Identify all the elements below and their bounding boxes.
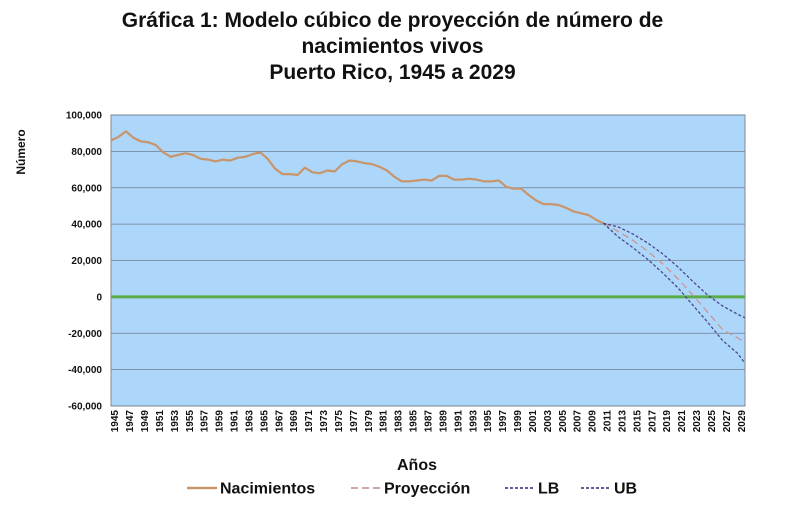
- series-line-lb: [602, 222, 746, 364]
- x-tick-label: 1957: [200, 410, 211, 433]
- y-tick-label: 100,000: [66, 111, 103, 122]
- x-tick-label: 2025: [707, 410, 718, 433]
- x-tick-label: 2003: [543, 410, 554, 433]
- y-tick-label: 40,000: [71, 220, 102, 231]
- x-tick-label: 1981: [379, 410, 390, 433]
- x-tick-label: 2001: [528, 410, 539, 433]
- x-tick-label: 1999: [513, 410, 524, 433]
- x-tick-label: 1967: [274, 410, 285, 433]
- x-tick-label: 1955: [185, 410, 196, 433]
- chart-title-line-3: Puerto Rico, 1945 a 2029: [269, 61, 516, 84]
- legend-label-proyección: Proyección: [384, 481, 470, 498]
- x-tick-label: 1961: [230, 410, 241, 433]
- x-tick-label: 2029: [737, 410, 748, 433]
- x-tick-label: 1953: [170, 410, 181, 433]
- x-tick-label: 2013: [617, 410, 628, 433]
- x-tick-label: 1965: [259, 410, 270, 433]
- x-tick-label: 1971: [304, 410, 315, 433]
- gridlines: [111, 114, 745, 407]
- y-tick-label: 0: [96, 292, 102, 303]
- y-tick-label: 80,000: [71, 147, 102, 158]
- x-tick-label: 1991: [453, 410, 464, 433]
- y-tick-label: -40,000: [68, 365, 102, 376]
- x-tick-label: 1977: [349, 410, 360, 433]
- y-tick-label: -60,000: [68, 402, 102, 413]
- legend: Nacimientos Proyección LB UB: [187, 481, 637, 498]
- x-tick-label: 2011: [603, 410, 614, 432]
- x-tick-label: 2017: [647, 410, 658, 433]
- x-tick-label: 1947: [125, 410, 136, 433]
- x-tick-label: 2021: [677, 410, 688, 433]
- x-tick-label: 1983: [394, 410, 405, 433]
- x-tick-label: 1987: [424, 410, 435, 433]
- y-tick-label: 60,000: [71, 183, 102, 194]
- x-tick-label: 1979: [364, 410, 375, 433]
- x-tick-label: 1995: [483, 410, 494, 433]
- y-axis-ticks: -60,000 -40,000 -20,000 0 20,000 40,000 60,000…: [66, 111, 103, 413]
- y-tick-label: -20,000: [68, 329, 102, 340]
- x-tick-label: 1951: [155, 410, 166, 433]
- chart-title: Gráfica 1: Modelo cúbico de proyección d…: [0, 8, 785, 86]
- y-tick-label: 20,000: [71, 256, 102, 267]
- x-tick-label: 1985: [409, 410, 420, 433]
- chart-title-line-2: nacimientos vivos: [301, 35, 484, 58]
- y-axis-label: Número: [14, 129, 28, 174]
- x-tick-label: 2005: [558, 410, 569, 433]
- x-tick-label: 1989: [438, 410, 449, 433]
- chart-title-line-1: Gráfica 1: Modelo cúbico de proyección d…: [121, 9, 664, 32]
- x-tick-label: 1993: [468, 410, 479, 433]
- x-tick-label: 2015: [632, 410, 643, 433]
- legend-label-lb: LB: [538, 481, 559, 498]
- x-tick-label: 1973: [319, 410, 330, 433]
- x-tick-label: 1945: [110, 410, 121, 433]
- legend-label-nacimientos: Nacimientos: [220, 481, 315, 498]
- x-tick-label: 2009: [588, 410, 599, 433]
- x-tick-label: 1997: [498, 410, 509, 433]
- x-tick-label: 2019: [662, 410, 673, 433]
- x-tick-label: 1975: [334, 410, 345, 433]
- x-tick-label: 2007: [573, 410, 584, 433]
- x-tick-label: 1959: [215, 410, 226, 433]
- x-axis-label: Años: [397, 457, 437, 474]
- series-line-ub: [603, 222, 746, 319]
- x-tick-label: 1963: [244, 410, 255, 433]
- x-tick-label: 1949: [140, 410, 151, 433]
- series-line-nacimientos: [110, 130, 604, 225]
- x-tick-label: 2023: [692, 410, 703, 433]
- series-group: [110, 130, 746, 364]
- legend-label-ub: UB: [614, 481, 637, 498]
- x-axis-ticks: 1945 1947 1949 1951 1953 1955 1957 1959 1961 1963…: [110, 410, 748, 433]
- series-line-proyección: [602, 222, 746, 343]
- x-tick-label: 1969: [289, 410, 300, 433]
- x-tick-label: 2027: [722, 410, 733, 433]
